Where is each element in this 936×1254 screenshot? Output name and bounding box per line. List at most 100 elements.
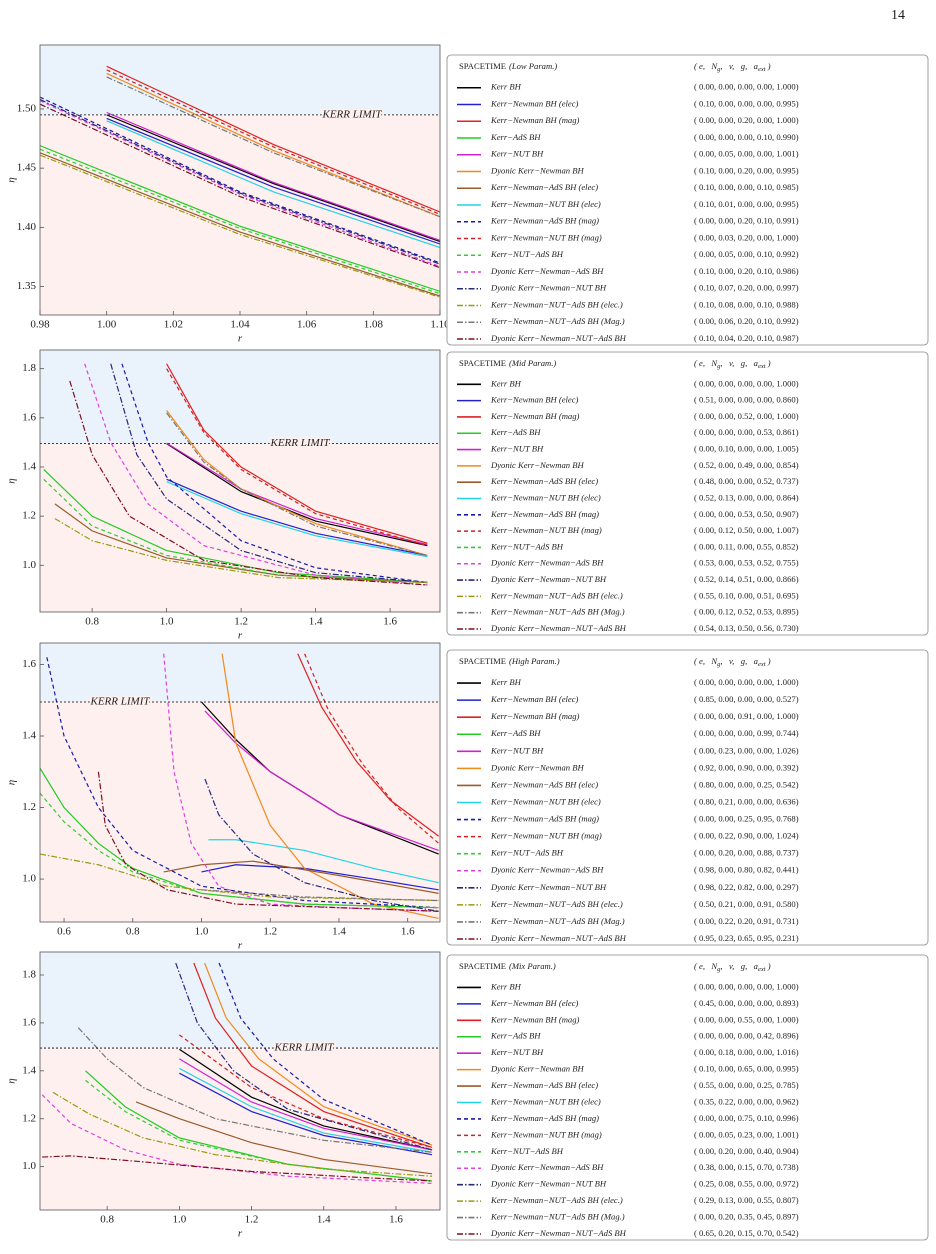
legend-params: ( 0.48, 0.00, 0.00, 0.52, 0.737): [694, 476, 799, 486]
plot-frame: [39, 349, 441, 613]
x-tick-label: 1.00: [97, 319, 117, 331]
series-line: [166, 368, 428, 547]
legend-label: Dyonic Kerr−Newman−AdS BH: [490, 266, 604, 276]
series-line: [106, 76, 440, 218]
page-number: 14: [891, 8, 905, 23]
legend-label: Kerr−Newman−NUT−AdS BH (elec.): [490, 299, 623, 309]
legend-label: Kerr−Newman−NUT BH (mag): [490, 1129, 602, 1139]
legend-params: ( 0.00, 0.03, 0.20, 0.00, 1.000): [694, 232, 799, 242]
legend-params: ( 0.00, 0.00, 0.00, 0.00, 1.000): [694, 82, 799, 92]
legend-label: Kerr−Newman−AdS BH (mag): [490, 509, 599, 519]
legend-label: Kerr−NUT−AdS BH: [490, 541, 564, 551]
series-line: [179, 1072, 433, 1156]
x-tick-label: 1.0: [160, 616, 174, 628]
region-below: [40, 702, 440, 922]
legend-label: Kerr BH: [490, 82, 522, 92]
y-tick-label: 1.0: [22, 873, 36, 885]
chart: KERR LIMIT 0.8 1.0 1.2 1.4 1.6 1.0 1.2 1.4 1.6 1.8…: [6, 951, 929, 1241]
y-tick-label: 1.4: [22, 1064, 36, 1076]
param-header-sub: ext: [758, 966, 766, 973]
legend-title: SPACETIME (Mix Param.): [459, 961, 556, 971]
series-line: [166, 363, 428, 544]
legend-label: Kerr−Newman BH (elec): [490, 395, 579, 405]
legend-label: Kerr−NUT BH: [490, 444, 544, 454]
legend-label: Dyonic Kerr−Newman−AdS BH: [490, 558, 604, 568]
legend-params: ( 0.35, 0.22, 0.00, 0.00, 0.962): [694, 1096, 799, 1106]
param-header-text: , v, g, a: [720, 656, 758, 666]
series-line: [204, 778, 439, 912]
x-tick-label: 0.8: [100, 1214, 114, 1226]
y-tick-label: 1.8: [22, 362, 36, 374]
legend-params: ( 0.00, 0.10, 0.00, 0.00, 1.005): [694, 444, 799, 454]
series-line: [69, 380, 428, 586]
param-header-sub: ext: [758, 661, 766, 668]
legend-params: ( 0.10, 0.07, 0.20, 0.00, 0.997): [694, 283, 799, 293]
region-below: [40, 443, 440, 612]
legend-label: Kerr−Newman−AdS BH (elec): [490, 779, 598, 789]
legend-params: ( 0.00, 0.20, 0.35, 0.45, 0.897): [694, 1212, 799, 1222]
series-line: [77, 1027, 433, 1153]
series-line: [221, 653, 439, 920]
x-tick-label: 1.4: [317, 1214, 331, 1226]
legend-params: ( 0.10, 0.00, 0.00, 0.10, 0.985): [694, 182, 799, 192]
y-tick-label: 1.2: [22, 1112, 36, 1124]
legend-title-sub: (High Param.): [509, 656, 560, 666]
x-tick-label: 1.4: [332, 926, 346, 938]
legend-params: ( 0.10, 0.00, 0.00, 0.00, 0.995): [694, 98, 799, 108]
param-header-sub: ext: [758, 363, 766, 370]
x-tick-label: 1.06: [297, 319, 317, 331]
series-line: [40, 103, 440, 269]
param-header: ( e, Ng​, v, g, aext​ ): [694, 961, 771, 974]
series-line: [166, 442, 428, 545]
param-header-sub: ext: [758, 66, 766, 73]
legend-params: ( 0.00, 0.05, 0.23, 0.00, 1.001): [694, 1129, 799, 1139]
chart: KERR LIMIT 0.98 1.00 1.02 1.04 1.06 1.08 1.10 1.…: [6, 44, 929, 346]
legend-box: [446, 954, 929, 1241]
legend-label: Dyonic Kerr−Newman−NUT−AdS BH: [490, 333, 627, 343]
y-tick-label: 1.6: [22, 1016, 36, 1028]
legend-params: ( 0.80, 0.00, 0.00, 0.25, 0.542): [694, 779, 799, 789]
legend-label: Dyonic Kerr−Newman BH: [490, 165, 584, 175]
legend-params: ( 0.00, 0.00, 0.00, 0.42, 0.896): [694, 1031, 799, 1041]
region-above: [40, 45, 440, 115]
param-header-text: ( e, N: [694, 358, 718, 368]
param-header-text: ): [766, 61, 771, 71]
param-header: ( e, Ng​, v, g, aext​ ): [694, 656, 771, 669]
legend-label: Kerr−Newman−NUT−AdS BH (Mag.): [490, 607, 625, 617]
series-line: [166, 481, 428, 558]
x-tick-label: 0.6: [57, 926, 71, 938]
legend-title-main: SPACETIME: [459, 961, 506, 971]
y-tick-label: 1.45: [17, 162, 37, 174]
x-tick-label: 1.0: [195, 926, 209, 938]
legend-label: Kerr BH: [490, 981, 522, 991]
legend-params: ( 0.10, 0.08, 0.00, 0.10, 0.988): [694, 299, 799, 309]
legend-params: ( 0.98, 0.22, 0.82, 0.00, 0.297): [694, 882, 799, 892]
param-header-text: , v, g, a: [720, 961, 758, 971]
legend-params: ( 0.00, 0.00, 0.00, 0.10, 0.990): [694, 132, 799, 142]
series-line: [106, 117, 440, 245]
series-line: [204, 962, 433, 1146]
legend-params: ( 0.10, 0.00, 0.20, 0.10, 0.986): [694, 266, 799, 276]
legend-params: ( 0.95, 0.23, 0.65, 0.95, 0.231): [694, 933, 799, 943]
region-above: [40, 350, 440, 444]
legend-box: [446, 351, 929, 636]
legend-label: Kerr−NUT BH: [490, 1047, 544, 1057]
legend-title: SPACETIME (High Param.): [459, 656, 560, 666]
legend-label: Kerr−Newman BH (mag): [490, 115, 580, 125]
y-axis-label: η: [6, 1078, 18, 1083]
legend-params: ( 0.54, 0.13, 0.50, 0.56, 0.730): [694, 623, 799, 633]
x-tick-label: 1.04: [230, 319, 250, 331]
legend-label: Dyonic Kerr−Newman BH: [490, 1064, 584, 1074]
series-line: [179, 1058, 433, 1151]
x-tick-label: 1.6: [389, 1214, 403, 1226]
chart: KERR LIMIT 0.6 0.8 1.0 1.2 1.4 1.6 1.0 1.2 1.4 1.6…: [6, 642, 929, 952]
legend-label: Kerr−Newman−NUT−AdS BH (elec.): [490, 590, 623, 600]
series-line: [110, 363, 428, 584]
legend-label: Dyonic Kerr−Newman−NUT BH: [490, 882, 607, 892]
legend-params: ( 0.10, 0.01, 0.00, 0.00, 0.995): [694, 199, 799, 209]
y-tick-label: 1.0: [22, 1160, 36, 1172]
y-tick-label: 1.0: [22, 559, 36, 571]
legend-params: ( 0.00, 0.00, 0.20, 0.10, 0.991): [694, 216, 799, 226]
x-tick-label: 1.0: [172, 1214, 186, 1226]
legend-label: Kerr BH: [490, 677, 522, 687]
